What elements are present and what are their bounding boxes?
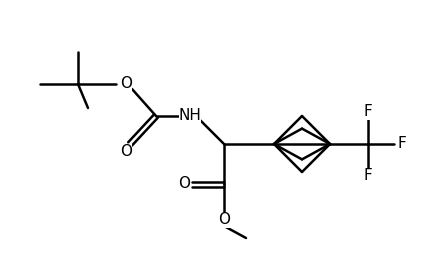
Text: F: F [398,136,407,151]
Text: F: F [363,105,372,119]
Text: F: F [363,169,372,184]
Text: O: O [178,177,190,191]
Text: O: O [120,143,132,158]
Text: O: O [120,76,132,92]
Text: O: O [218,213,230,227]
Text: NH: NH [179,109,202,124]
